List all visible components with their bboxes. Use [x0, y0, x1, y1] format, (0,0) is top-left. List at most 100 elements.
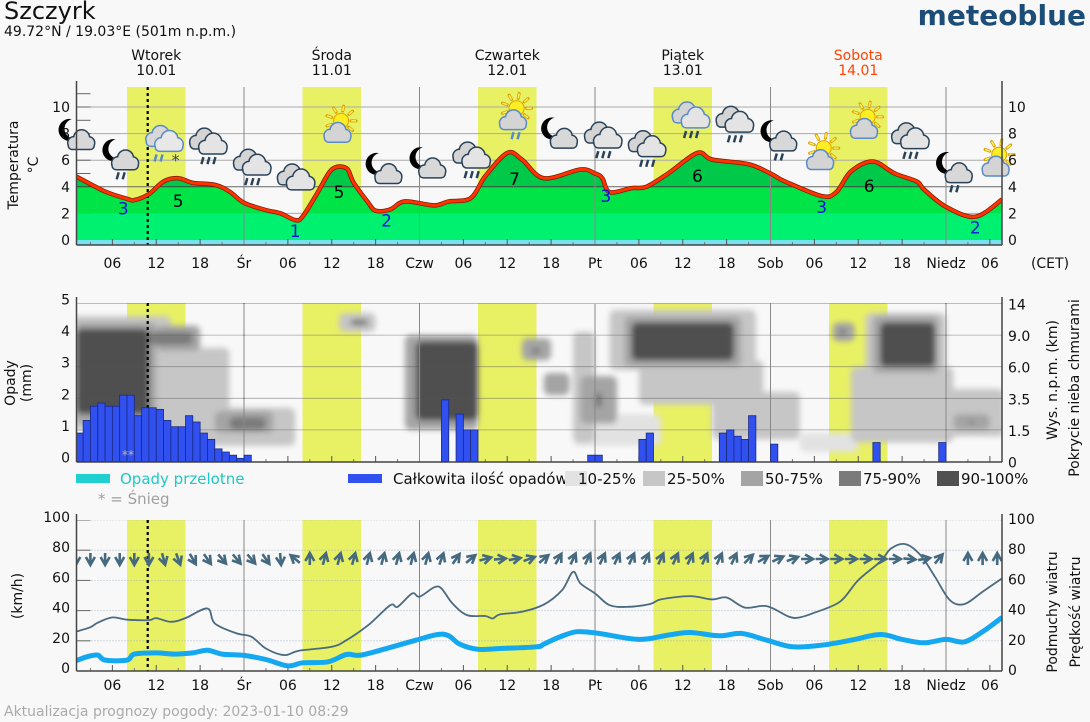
precip-bar	[726, 429, 735, 462]
max-temp-label: 6	[864, 177, 875, 197]
max-temp-label: 6	[692, 167, 703, 187]
precip-bar	[718, 432, 728, 462]
sun-ray-inner	[984, 157, 991, 161]
temperature-y2-label: 6	[1008, 153, 1017, 169]
cloud-cover-area	[838, 328, 847, 336]
wind-arrow-icon	[260, 553, 271, 567]
rain-stroke	[908, 151, 913, 160]
x-tick-label: 18	[893, 256, 911, 272]
rain-stroke	[694, 130, 700, 139]
temperature-unit: °C	[26, 156, 42, 173]
daylight-band	[829, 520, 888, 671]
x-tick-label: Sob	[757, 678, 783, 694]
moon-shape	[760, 120, 779, 143]
location-title: Szczyrk	[4, 0, 96, 25]
x-tick-label: 06	[103, 678, 121, 694]
rain-stroke	[595, 150, 600, 159]
sun-ray-inner	[1006, 144, 1012, 149]
rain-stroke	[955, 184, 960, 193]
wind-arrow-icon	[84, 553, 97, 568]
sun-ray-inner	[859, 103, 864, 109]
plot-area	[76, 520, 1002, 671]
wind-arrow-icon	[962, 550, 974, 565]
temperature-y2-label: 0	[1008, 233, 1017, 249]
wind-arrow-icon	[991, 550, 1002, 565]
precip-bar	[90, 405, 99, 462]
moon-shape	[365, 152, 384, 175]
cloud-body	[594, 140, 621, 148]
precip-bar	[748, 415, 757, 462]
x-tick-label: 18	[542, 678, 560, 694]
wind-arrow-icon	[76, 553, 82, 567]
precip-bar	[594, 454, 603, 462]
x-tick-label: 12	[674, 678, 692, 694]
cloud-rain-icon	[188, 127, 228, 165]
x-tick-label: Niedz	[926, 256, 965, 272]
x-tick-label: 18	[718, 256, 736, 272]
cloud-height-axis-title: Wys. n.p.m. (km)	[1045, 320, 1061, 440]
cloud-rain-icon	[232, 148, 272, 186]
moon-cloud-rain-icon	[102, 139, 140, 180]
wind-arrow-icon	[611, 551, 622, 565]
cloud-legend-swatch	[839, 471, 861, 486]
sun-ray-inner	[853, 111, 859, 115]
x-tick-label: 12	[674, 256, 692, 272]
wind-y2-label: 20	[1008, 633, 1026, 649]
precip-bar	[236, 457, 245, 462]
cloud-cover-area	[638, 360, 764, 405]
temperature-y2-label: 4	[1008, 180, 1017, 196]
x-tick-label: Niedz	[926, 678, 965, 694]
temperature-line	[76, 150, 1002, 222]
daylight-band	[127, 520, 186, 671]
temperature-y-label: 2	[61, 206, 70, 222]
wind-gust-line	[76, 543, 1002, 657]
wind-arrow-icon	[172, 552, 184, 568]
wind-y-label: 100	[43, 510, 70, 526]
wind-arrow-icon	[347, 550, 359, 566]
x-tick-label: 06	[981, 256, 999, 272]
precip-bar	[141, 407, 150, 462]
x-tick-label: 06	[981, 678, 999, 694]
sun-ray-inner	[824, 133, 828, 139]
x-tick-label: 06	[805, 678, 823, 694]
cloud-cover-axis-title: Pokrycie nieba chmurami	[1067, 299, 1083, 477]
temperature-axis-title: Temperatura	[6, 121, 22, 211]
cloud-body	[500, 122, 526, 129]
precip-bar	[441, 399, 450, 462]
sun-ray-inner	[1006, 160, 1012, 165]
cloud-body	[287, 181, 314, 190]
day-date: 11.01	[312, 63, 352, 79]
x-tick-label: Czw	[405, 256, 434, 272]
x-tick-label: 18	[893, 678, 911, 694]
precip-bar	[228, 454, 238, 462]
cloud-rain-icon	[890, 122, 930, 160]
cloud-cover-area	[229, 417, 266, 430]
sun-ray-inner	[868, 101, 871, 108]
day-name: Czwartek	[475, 48, 541, 64]
precip-bar	[199, 432, 208, 462]
rain-stroke	[738, 134, 744, 143]
wind-arrow-icon	[743, 552, 755, 565]
x-tick-label: 06	[805, 256, 823, 272]
day-name: Wtorek	[131, 48, 182, 64]
cloud-rain-icon	[452, 141, 492, 179]
temperature-y2-label: 8	[1008, 127, 1017, 143]
precip-bar	[770, 443, 779, 462]
sun-ray-inner	[348, 126, 354, 132]
wind-speed-axis-title: Prędkość wiatru	[1068, 556, 1084, 667]
timezone-label: (CET)	[1031, 256, 1069, 272]
moon-shape	[541, 117, 560, 140]
meteoblue-logo[interactable]: meteoblue	[918, 0, 1086, 32]
min-temp-label: 2	[970, 219, 981, 239]
cloud-legend-label: 90-100%	[961, 470, 1028, 488]
wind-arrow-icon	[552, 551, 563, 565]
sun-ray-inner	[809, 150, 815, 154]
sun-ray-inner	[523, 97, 529, 103]
cloud-rain-icon	[715, 105, 755, 143]
rain-stroke	[159, 154, 164, 162]
rain-stroke	[212, 156, 217, 165]
below-zero-band	[76, 240, 1002, 245]
max-temp-label: 7	[509, 170, 520, 190]
precip-bar	[185, 415, 194, 462]
snow-marker: **	[122, 448, 134, 462]
